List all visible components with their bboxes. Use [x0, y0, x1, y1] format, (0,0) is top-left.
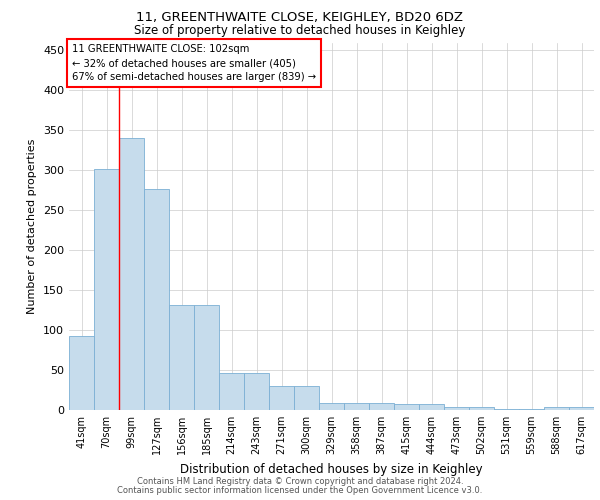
Bar [344, 403, 369, 410]
Bar [269, 386, 294, 410]
X-axis label: Distribution of detached houses by size in Keighley: Distribution of detached houses by size … [180, 462, 483, 475]
Bar [294, 386, 319, 410]
Bar [544, 407, 569, 410]
Bar [119, 138, 144, 410]
Y-axis label: Number of detached properties: Number of detached properties [28, 138, 37, 314]
Bar [144, 188, 169, 410]
Bar [169, 306, 194, 410]
Bar [394, 404, 419, 410]
Text: Contains HM Land Registry data © Crown copyright and database right 2024.: Contains HM Land Registry data © Crown c… [137, 477, 463, 486]
Bar [494, 409, 519, 410]
Bar [469, 407, 494, 410]
Bar [69, 336, 94, 410]
Bar [419, 404, 444, 410]
Bar [319, 403, 344, 410]
Bar [244, 373, 269, 410]
Bar [369, 403, 394, 410]
Text: 11 GREENTHWAITE CLOSE: 102sqm
← 32% of detached houses are smaller (405)
67% of : 11 GREENTHWAITE CLOSE: 102sqm ← 32% of d… [71, 44, 316, 82]
Bar [219, 373, 244, 410]
Text: 11, GREENTHWAITE CLOSE, KEIGHLEY, BD20 6DZ: 11, GREENTHWAITE CLOSE, KEIGHLEY, BD20 6… [137, 11, 464, 24]
Bar [194, 306, 219, 410]
Text: Contains public sector information licensed under the Open Government Licence v3: Contains public sector information licen… [118, 486, 482, 495]
Bar [444, 407, 469, 410]
Bar [569, 407, 594, 410]
Text: Size of property relative to detached houses in Keighley: Size of property relative to detached ho… [134, 24, 466, 37]
Bar [519, 409, 544, 410]
Bar [94, 168, 119, 410]
